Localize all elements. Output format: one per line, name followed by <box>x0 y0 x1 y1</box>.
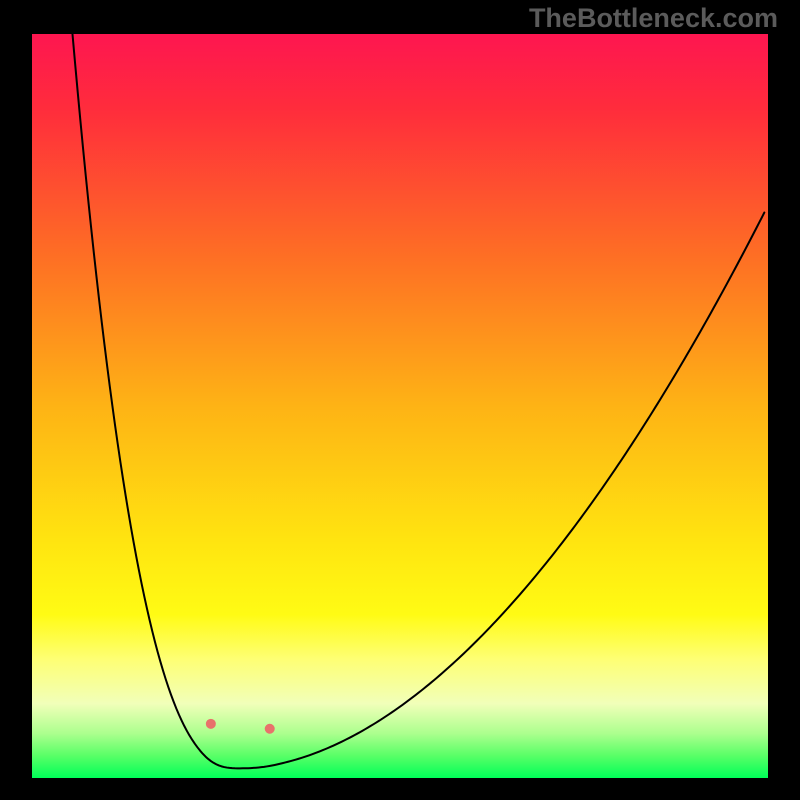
chart-background <box>32 34 768 778</box>
frame-right <box>768 0 800 800</box>
frame-left <box>0 0 32 800</box>
frame-bot <box>0 778 800 800</box>
bottleneck-chart <box>32 34 768 778</box>
watermark-text: TheBottleneck.com <box>529 3 778 34</box>
